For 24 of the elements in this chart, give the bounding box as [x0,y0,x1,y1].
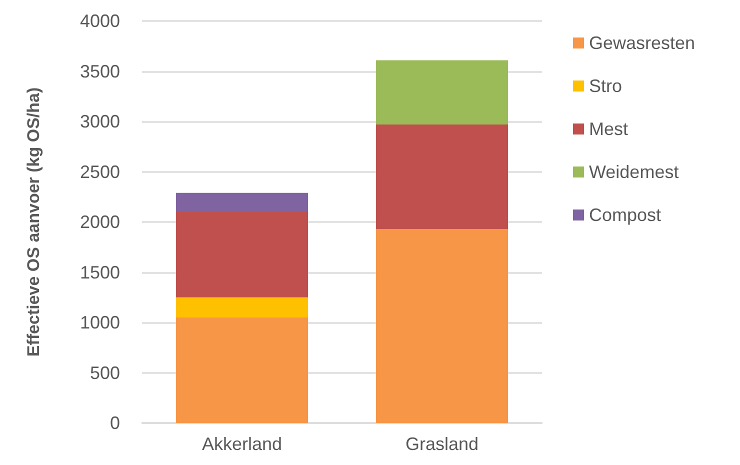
y-tick-label: 0 [110,413,120,433]
legend-label: Mest [589,119,628,139]
bar [176,212,308,298]
y-tick-label: 3000 [80,112,120,132]
bar [176,192,308,212]
bar [376,124,508,230]
x-tick-label: Akkerland [202,434,282,454]
legend-label: Stro [589,76,622,96]
bar [176,297,308,318]
x-tick-label: Grasland [405,434,479,454]
bar [176,317,308,423]
legend-label: Compost [589,205,662,225]
y-tick-label: 2500 [80,162,120,182]
y-tick-label: 2000 [80,212,120,232]
y-tick-label: 1500 [80,262,120,282]
y-axis-title: Effectieve OS aanvoer (kg OS/ha) [24,87,43,357]
legend-label: Gewasresten [589,33,696,53]
legend-label: Weidemest [589,162,679,182]
y-tick-label: 4000 [80,11,120,31]
bar [376,229,508,423]
y-tick-label: 500 [90,362,120,383]
y-tick-label: 3500 [80,61,120,82]
y-tick-label: 1000 [80,312,120,332]
bar [376,60,508,125]
